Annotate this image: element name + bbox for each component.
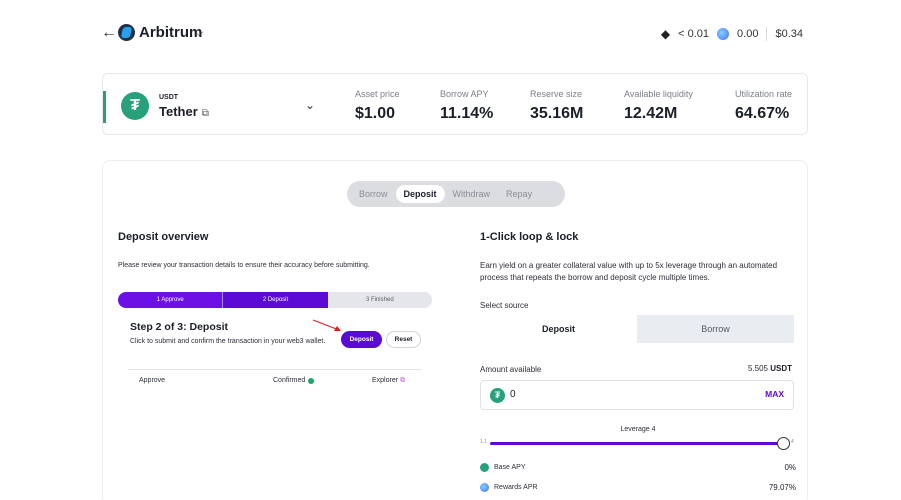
row-label: Rewards APR (494, 484, 538, 491)
rewards-balance: 0.00 (737, 28, 759, 40)
stat-label: Asset price (355, 89, 400, 99)
network-name[interactable]: Arbitrum (139, 24, 203, 41)
tab-withdraw[interactable]: Withdraw (452, 189, 491, 199)
stat-available-liquidity: Available liquidity 12.42M (624, 89, 693, 123)
amount-input[interactable]: ₮ 0 MAX (480, 380, 794, 410)
step-finished: 3 Finished (365, 297, 394, 303)
action-tabs: Borrow Deposit Withdraw Repay (347, 181, 565, 207)
divider (766, 27, 768, 41)
amount-available-label: Amount available (480, 365, 542, 374)
top-bar: ← Arbitrum ⌵ ◆ < 0.01 0.00 $0.34 (0, 0, 901, 68)
select-source-label: Select source (480, 301, 529, 310)
step-progress: 1 Approve 2 Deposit 3 Finished (118, 292, 432, 308)
explorer-link[interactable]: Explorer ⧉ (372, 377, 405, 385)
section-description: Earn yield on a greater collateral value… (480, 261, 778, 282)
stat-value: 11.14% (440, 105, 494, 122)
step-approve: 1 Approve (118, 292, 223, 308)
asset-symbol: USDT (159, 94, 179, 101)
wallet-summary: ◆ < 0.01 0.00 $0.34 (661, 27, 803, 41)
slider-max-label: 4 (791, 439, 794, 445)
rewards-icon (717, 28, 730, 40)
stat-reserve-size: Reserve size 35.16M (530, 89, 583, 123)
row-label: Base APY (494, 464, 526, 471)
asset-card: ₮ USDT Tether ⧉ ⌄ Asset price $1.00 Borro… (102, 73, 808, 135)
chevron-down-icon[interactable]: ⌵ (195, 27, 204, 39)
stat-borrow-apy: Borrow APY 11.14% (440, 89, 493, 123)
stat-label: Available liquidity (624, 89, 693, 99)
step-description: Click to submit and confirm the transact… (130, 338, 326, 345)
rewards-icon (480, 483, 489, 492)
stat-label: Borrow APY (440, 89, 489, 99)
stat-asset-price: Asset price $1.00 (355, 89, 400, 123)
stat-label: Reserve size (530, 89, 583, 99)
eth-balance: < 0.01 (678, 28, 710, 40)
loop-section: 1-Click loop & lock Earn yield on a grea… (480, 231, 796, 284)
amount-available-value: 5.505 USDT (748, 364, 792, 373)
stat-value: 12.42M (624, 105, 678, 122)
chevron-down-icon[interactable]: ⌄ (305, 98, 316, 112)
deposit-overview: Deposit overview Please review your tran… (118, 231, 433, 271)
back-arrow-icon[interactable]: ← (101, 24, 117, 41)
explorer-label: Explorer (372, 377, 399, 384)
tether-logo-icon: ₮ (490, 388, 505, 403)
confirmed-dot-icon (308, 377, 315, 384)
amount-available-unit: USDT (770, 364, 792, 373)
action-panel: Borrow Deposit Withdraw Repay Deposit ov… (102, 160, 808, 500)
external-link-icon: ⧉ (400, 377, 406, 384)
deposit-button[interactable]: Deposit (341, 331, 382, 348)
ethereum-icon: ◆ (660, 27, 671, 41)
approve-row-label: Approve (139, 377, 166, 384)
step-deposit: 2 Deposit (222, 292, 328, 308)
leverage-label: Leverage 4 (620, 426, 656, 433)
stat-value: $1.00 (355, 105, 396, 122)
source-toggle: Deposit Borrow (480, 315, 794, 343)
amount-available-number: 5.505 (747, 364, 768, 373)
row-value: 79.07% (768, 483, 796, 492)
section-title: Deposit overview (118, 231, 209, 243)
tether-logo-icon: ₮ (121, 92, 149, 120)
amount-input-value[interactable]: 0 (510, 389, 516, 400)
source-option-borrow[interactable]: Borrow (637, 315, 794, 343)
asset-selector[interactable]: Tether ⧉ (159, 104, 209, 119)
step-title: Step 2 of 3: Deposit (130, 321, 229, 333)
leverage-slider-track[interactable] (490, 442, 782, 445)
leverage-slider-handle[interactable] (777, 437, 790, 450)
status-text: Confirmed (273, 377, 306, 384)
section-title: 1-Click loop & lock (480, 231, 579, 243)
arbitrum-logo-icon (118, 24, 135, 41)
usd-value: $0.34 (775, 28, 803, 40)
stat-utilization-rate: Utilization rate 64.67% (735, 89, 792, 123)
arrow-annotation-icon (312, 319, 341, 331)
max-button[interactable]: MAX (765, 389, 784, 399)
external-link-icon[interactable]: ⧉ (201, 108, 209, 119)
source-option-deposit[interactable]: Deposit (480, 315, 637, 343)
tab-deposit[interactable]: Deposit (395, 185, 445, 203)
tether-logo-icon (480, 463, 489, 472)
asset-accent-bar (103, 91, 106, 123)
stat-value: 35.16M (530, 105, 584, 122)
approve-row-status: Confirmed (273, 377, 315, 384)
tab-repay[interactable]: Repay (506, 189, 533, 199)
stat-value: 64.67% (735, 105, 790, 122)
reset-button[interactable]: Reset (386, 331, 421, 348)
slider-min-label: 1.1 (480, 439, 487, 445)
stat-label: Utilization rate (735, 89, 793, 99)
divider (128, 369, 421, 370)
tab-borrow[interactable]: Borrow (359, 189, 388, 199)
row-value: 0% (784, 463, 796, 472)
section-description: Please review your transaction details t… (118, 262, 370, 269)
asset-name: Tether (159, 104, 198, 119)
